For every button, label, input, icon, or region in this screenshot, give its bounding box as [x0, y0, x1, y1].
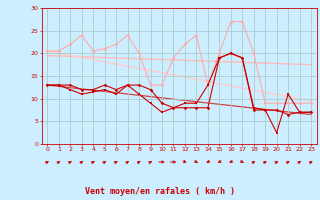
Text: Vent moyen/en rafales ( km/h ): Vent moyen/en rafales ( km/h ) — [85, 187, 235, 196]
